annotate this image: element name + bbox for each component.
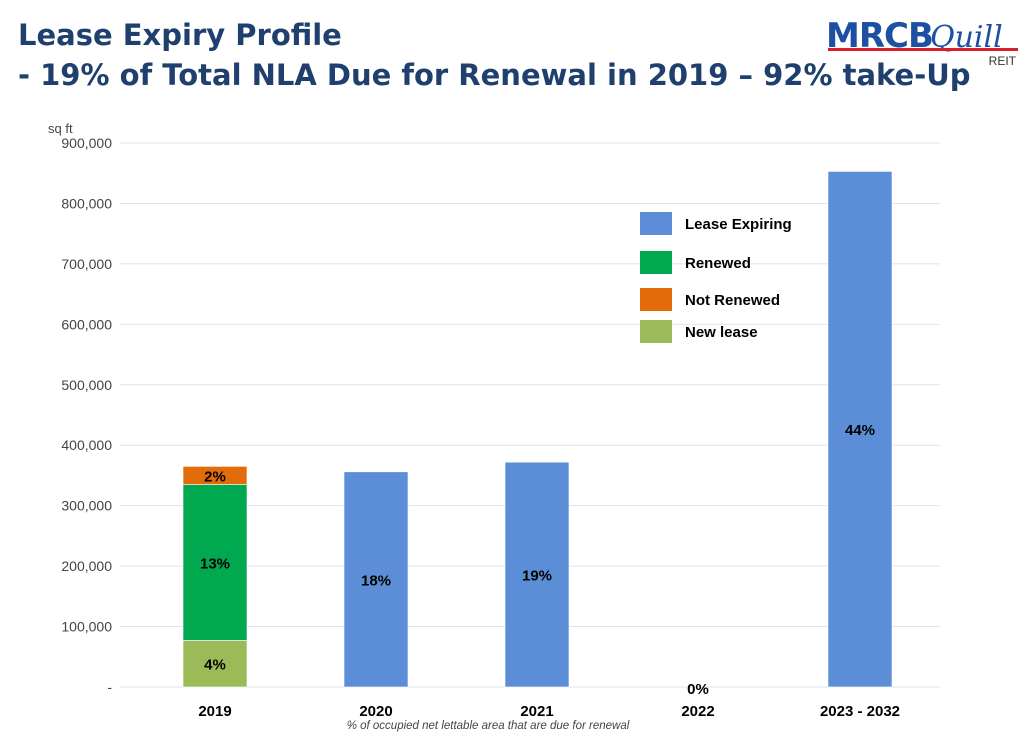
page-subtitle: - 19% of Total NLA Due for Renewal in 20… [18,58,971,92]
y-tick-label: - [107,679,112,695]
legend-label: Lease Expiring [685,216,792,233]
company-logo: MRCB Quill REIT [826,14,1022,74]
x-tick-label: 2023 - 2032 [820,703,900,720]
legend-item-renewed: Renewed [640,251,751,274]
y-tick-label: 400,000 [61,437,112,453]
x-tick-label: 2020 [359,703,392,720]
legend-swatch [640,251,672,274]
chart-bars [182,171,893,688]
chart-footnote: % of occupied net lettable area that are… [347,720,630,732]
bar-lease-expiring-2020 [343,471,409,688]
page-title: Lease Expiry Profile [18,18,342,52]
y-tick-label: 600,000 [61,316,112,332]
bar-value-label: 19% [522,568,552,585]
legend-item-not-renewed: Not Renewed [640,288,780,311]
x-tick-label: 2019 [198,703,231,720]
legend-swatch [640,288,672,311]
logo-underline [828,48,1018,51]
chart-bar-labels: 4% 13% 2% 18% 19% 0% 44% [200,422,875,698]
bar-value-label: 13% [200,555,230,572]
legend-label: Not Renewed [685,292,780,309]
bar-new-lease-2019 [182,640,248,688]
bar-not-renewed-2019 [182,466,248,485]
y-tick-label: 500,000 [61,377,112,393]
y-tick-label: 100,000 [61,619,112,635]
legend-swatch [640,320,672,343]
y-tick-label: 900,000 [61,135,112,151]
legend-label: Renewed [685,255,751,272]
x-tick-label: 2022 [681,703,714,720]
y-axis: - 100,000 200,000 300,000 400,000 500,000 600,… [61,135,112,695]
y-axis-label: sq ft [48,121,73,136]
legend-swatch [640,212,672,235]
y-tick-label: 700,000 [61,256,112,272]
bar-value-label: 44% [845,422,875,439]
bar-value-label: 18% [361,572,391,589]
bar-value-label: 2% [204,468,226,485]
legend-label: New lease [685,324,758,341]
y-tick-label: 800,000 [61,195,112,211]
x-axis: 2019 2020 2021 2022 2023 - 2032 [198,703,900,720]
x-tick-label: 2021 [520,703,553,720]
bar-value-label: 4% [204,657,226,674]
bar-lease-expiring-2023-2032 [827,171,893,688]
y-tick-label: 200,000 [61,558,112,574]
legend-item-lease-expiring: Lease Expiring [640,212,792,235]
logo-tag: REIT [988,54,1016,68]
bar-lease-expiring-2021 [504,461,570,688]
legend-item-new-lease: New lease [640,320,758,343]
bar-renewed-2019 [182,484,248,641]
y-tick-label: 300,000 [61,498,112,514]
bar-value-label: 0% [687,681,709,698]
chart-legend: Lease Expiring Renewed Not Renewed New leas… [640,212,792,343]
